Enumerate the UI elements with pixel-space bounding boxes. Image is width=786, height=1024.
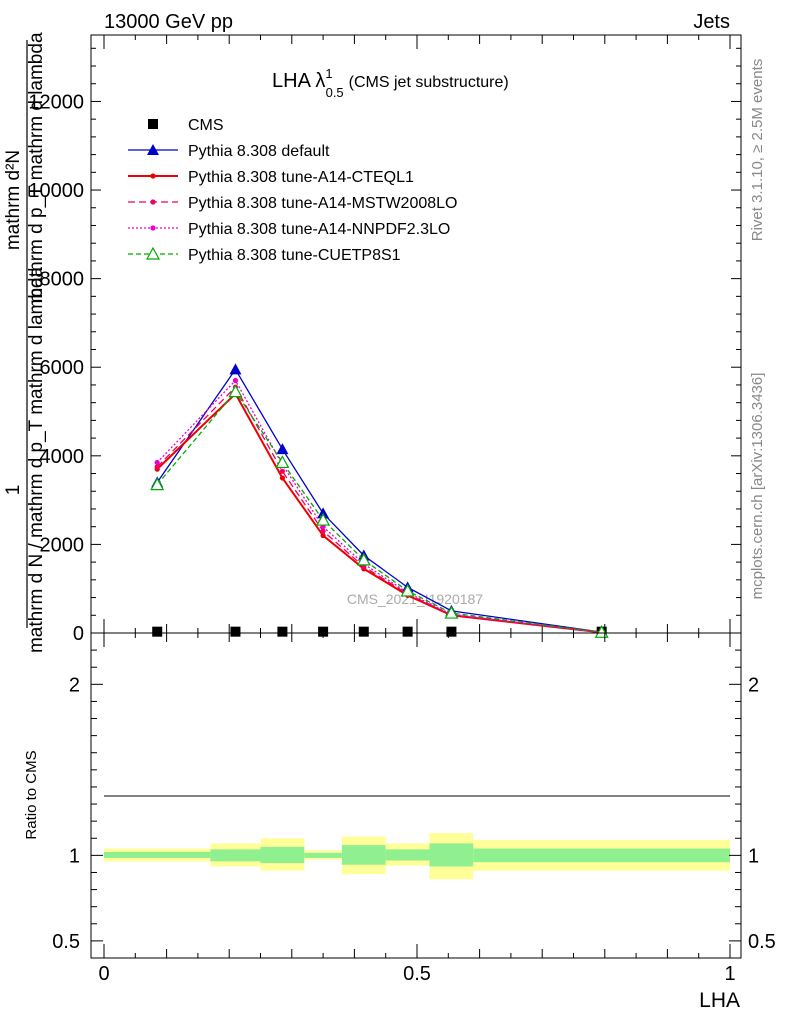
ylabel-denom: mathrm d N / mathrm d p_T mathrm d lambd… [26, 267, 47, 654]
header-left: 13000 GeV pp [104, 11, 233, 33]
data-point-cteql1 [279, 475, 286, 481]
data-point-cuetp8s1 [400, 583, 415, 597]
side-label-bottom: mcplots.cern.ch [arXiv:1306.3436] [749, 373, 766, 600]
main-ytick-label: 12000 [28, 91, 84, 113]
data-point-cms [277, 626, 288, 637]
data-point-cms [152, 626, 163, 637]
ratio-xtick-label: 0.5 [403, 963, 431, 985]
series-layer [150, 363, 609, 638]
series-line-default [156, 368, 602, 633]
ratio-band-inner [104, 851, 211, 858]
ratio-band-inner [473, 848, 730, 863]
ratio-ytick-label-right: 1 [748, 845, 759, 867]
data-point-cms [230, 626, 241, 637]
legend-entry-mstw: Pythia 8.308 tune-A14-MSTW2008LO [128, 195, 457, 212]
legend-swatch-marker [147, 144, 159, 155]
data-point-cuetp8s1 [316, 512, 331, 526]
series-line-nnpdf [156, 379, 602, 633]
data-point-cms [318, 626, 329, 637]
data-point-cms [446, 626, 457, 637]
ratio-band-inner [304, 852, 342, 858]
data-point-cuetp8s1 [150, 477, 165, 491]
main-ytick-label: 2000 [40, 534, 85, 556]
main-y-axis-label: mathrm d²N mathrm d p_T mathrm d lambda … [3, 32, 47, 653]
legend-entry-cuetp8s1: Pythia 8.308 tune-CUETP8S1 [128, 246, 401, 264]
data-point-default [276, 443, 289, 455]
legend-entry-nnpdf: Pythia 8.308 tune-A14-NNPDF2.3LO [128, 221, 450, 238]
data-point-cuetp8s1 [444, 605, 459, 619]
ratio-band-inner [210, 849, 261, 862]
title-sup: 1 [325, 66, 332, 81]
ratio-ytick-label-right: 2 [748, 674, 759, 696]
title-main: LHA λ [272, 70, 325, 92]
legend-entry-default: Pythia 8.308 default [128, 143, 330, 160]
ratio-xtick-label: 1 [724, 963, 735, 985]
data-point-cuetp8s1 [228, 384, 243, 398]
data-point-cuetp8s1 [356, 552, 371, 566]
legend-label: Pythia 8.308 tune-A14-CTEQL1 [188, 169, 414, 186]
data-point-mstw [320, 528, 326, 534]
data-point-mstw [279, 468, 286, 474]
ylabel-bottom: mathrm d p_T mathrm d lambda [26, 32, 47, 303]
ratio-ytick-label-right: 0.5 [748, 931, 776, 953]
ratio-y-axis-label: Ratio to CMS [23, 750, 40, 839]
legend-swatch-marker [150, 173, 156, 179]
legend-label: Pythia 8.308 tune-A14-NNPDF2.3LO [188, 221, 450, 238]
ratio-bands [104, 833, 730, 880]
series-cms [152, 626, 607, 637]
legend-label: Pythia 8.308 default [188, 143, 330, 160]
ratio-xtick-label: 0 [98, 963, 109, 985]
ratio-band-inner [260, 846, 305, 864]
data-point-mstw [154, 464, 160, 470]
ratio-plot-frame [90, 632, 742, 959]
legend-entry-cms: CMS [148, 117, 224, 134]
title-sub: 0.5 [326, 85, 344, 100]
x-axis-label: LHA [699, 989, 740, 1012]
main-ytick-label: 6000 [40, 357, 85, 379]
data-point-cms [358, 626, 369, 637]
series-line-mstw [156, 386, 602, 633]
main-plot-title: LHA λ1 0.5 (CMS jet substructure) [272, 66, 509, 100]
main-ytick-label: 10000 [28, 180, 84, 202]
legend-swatch-marker [148, 119, 158, 129]
ratio-band-inner [385, 849, 430, 861]
legend-swatch-marker [150, 199, 156, 205]
main-ytick-label: 8000 [40, 269, 85, 291]
data-point-default [229, 363, 242, 375]
data-point-cuetp8s1 [275, 455, 290, 469]
data-point-cteql1 [320, 532, 326, 539]
ratio-ytick-label: 2 [69, 674, 80, 696]
main-y-ticks: 0 2000 4000 6000 8000 10000 12000 [28, 35, 741, 645]
ratio-band-inner [429, 843, 474, 867]
series-line-cteql1 [156, 392, 602, 634]
legend: CMS Pythia 8.308 default Pythia 8.308 tune… [128, 117, 457, 264]
title-note: (CMS jet substructure) [349, 74, 509, 91]
legend-swatch-marker [145, 246, 161, 260]
main-ytick-label: 0 [73, 623, 84, 645]
ratio-ticks: 0.5 0.5 1 1 2 2 0 0.5 1 [52, 633, 776, 985]
ratio-ytick-label: 1 [69, 845, 80, 867]
ylabel-top: mathrm d²N [3, 150, 24, 250]
ylabel-numer: 1 [3, 485, 24, 496]
ratio-ytick-label: 0.5 [52, 931, 80, 953]
legend-label: Pythia 8.308 tune-CUETP8S1 [188, 247, 401, 264]
legend-label: Pythia 8.308 tune-A14-MSTW2008LO [188, 195, 457, 212]
main-ytick-label: 4000 [40, 446, 85, 468]
data-point-nnpdf [232, 377, 239, 384]
side-label-top: Rivet 3.1.10, ≥ 2.5M events [749, 59, 766, 242]
legend-label: CMS [188, 117, 224, 134]
legend-swatch-marker [150, 225, 156, 231]
series-cuetp8s1 [150, 384, 609, 638]
data-point-cms [402, 626, 413, 637]
ratio-band-inner [341, 845, 386, 865]
legend-entry-cteql1: Pythia 8.308 tune-A14-CTEQL1 [128, 169, 414, 186]
series-line-cuetp8s1 [156, 390, 602, 633]
header-right: Jets [693, 11, 730, 33]
data-point-nnpdf [154, 459, 160, 466]
